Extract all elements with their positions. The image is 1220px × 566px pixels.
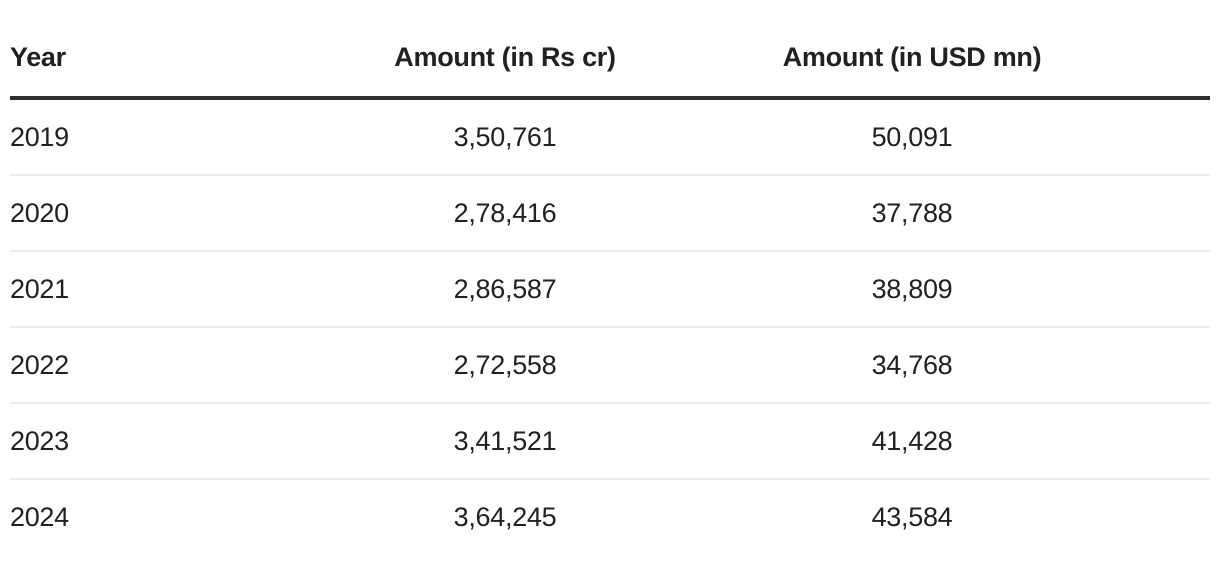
table-row: 2023 3,41,521 41,428 [10, 403, 1210, 480]
year-cell: 2024 [10, 502, 69, 532]
year-cell: 2019 [10, 98, 300, 176]
amount-usd-mn-cell: 43,584 [871, 502, 953, 532]
year-cell: 2021 [10, 251, 300, 328]
amount-usd-mn-cell: 38,809 [710, 251, 1210, 328]
yearly-amount-table-container: Year Amount (in Rs cr) Amount (in USD mn) … [10, 0, 1210, 554]
table-header-row: Year Amount (in Rs cr) Amount (in USD mn) [10, 0, 1210, 100]
year-cell: 2023 [10, 403, 300, 480]
year-cell: 2020 [10, 175, 300, 252]
amount-usd-mn-cell: 50,091 [710, 98, 1210, 176]
amount-rs-cr-cell: 3,64,245 [453, 502, 557, 532]
table-body: 2019 3,50,761 50,091 2020 2,78,416 37,788 2021… [10, 98, 1210, 554]
amount-usd-mn-cell: 34,768 [710, 327, 1210, 404]
table-row: 2021 2,86,587 38,809 [10, 251, 1210, 328]
column-header-year: Year [10, 0, 300, 100]
amount-rs-cr-cell: 3,50,761 [300, 98, 710, 176]
table-row: 2022 2,72,558 34,768 [10, 327, 1210, 404]
amount-usd-mn-cell: 41,428 [710, 403, 1210, 480]
amount-usd-mn-cell: 37,788 [710, 175, 1210, 252]
column-header-rs-cr: Amount (in Rs cr) [300, 0, 710, 100]
yearly-amount-table: Year Amount (in Rs cr) Amount (in USD mn) … [10, 0, 1210, 554]
column-header-usd-mn: Amount (in USD mn) [710, 0, 1210, 100]
amount-rs-cr-cell: 2,72,558 [300, 327, 710, 404]
table-row: 2024 3,64,245 43,584 [10, 479, 1210, 554]
table-row: 2019 3,50,761 50,091 [10, 98, 1210, 176]
year-cell: 2022 [10, 327, 300, 404]
amount-rs-cr-cell: 2,78,416 [300, 175, 710, 252]
table-row: 2020 2,78,416 37,788 [10, 175, 1210, 252]
amount-rs-cr-cell: 3,41,521 [300, 403, 710, 480]
amount-rs-cr-cell: 2,86,587 [300, 251, 710, 328]
